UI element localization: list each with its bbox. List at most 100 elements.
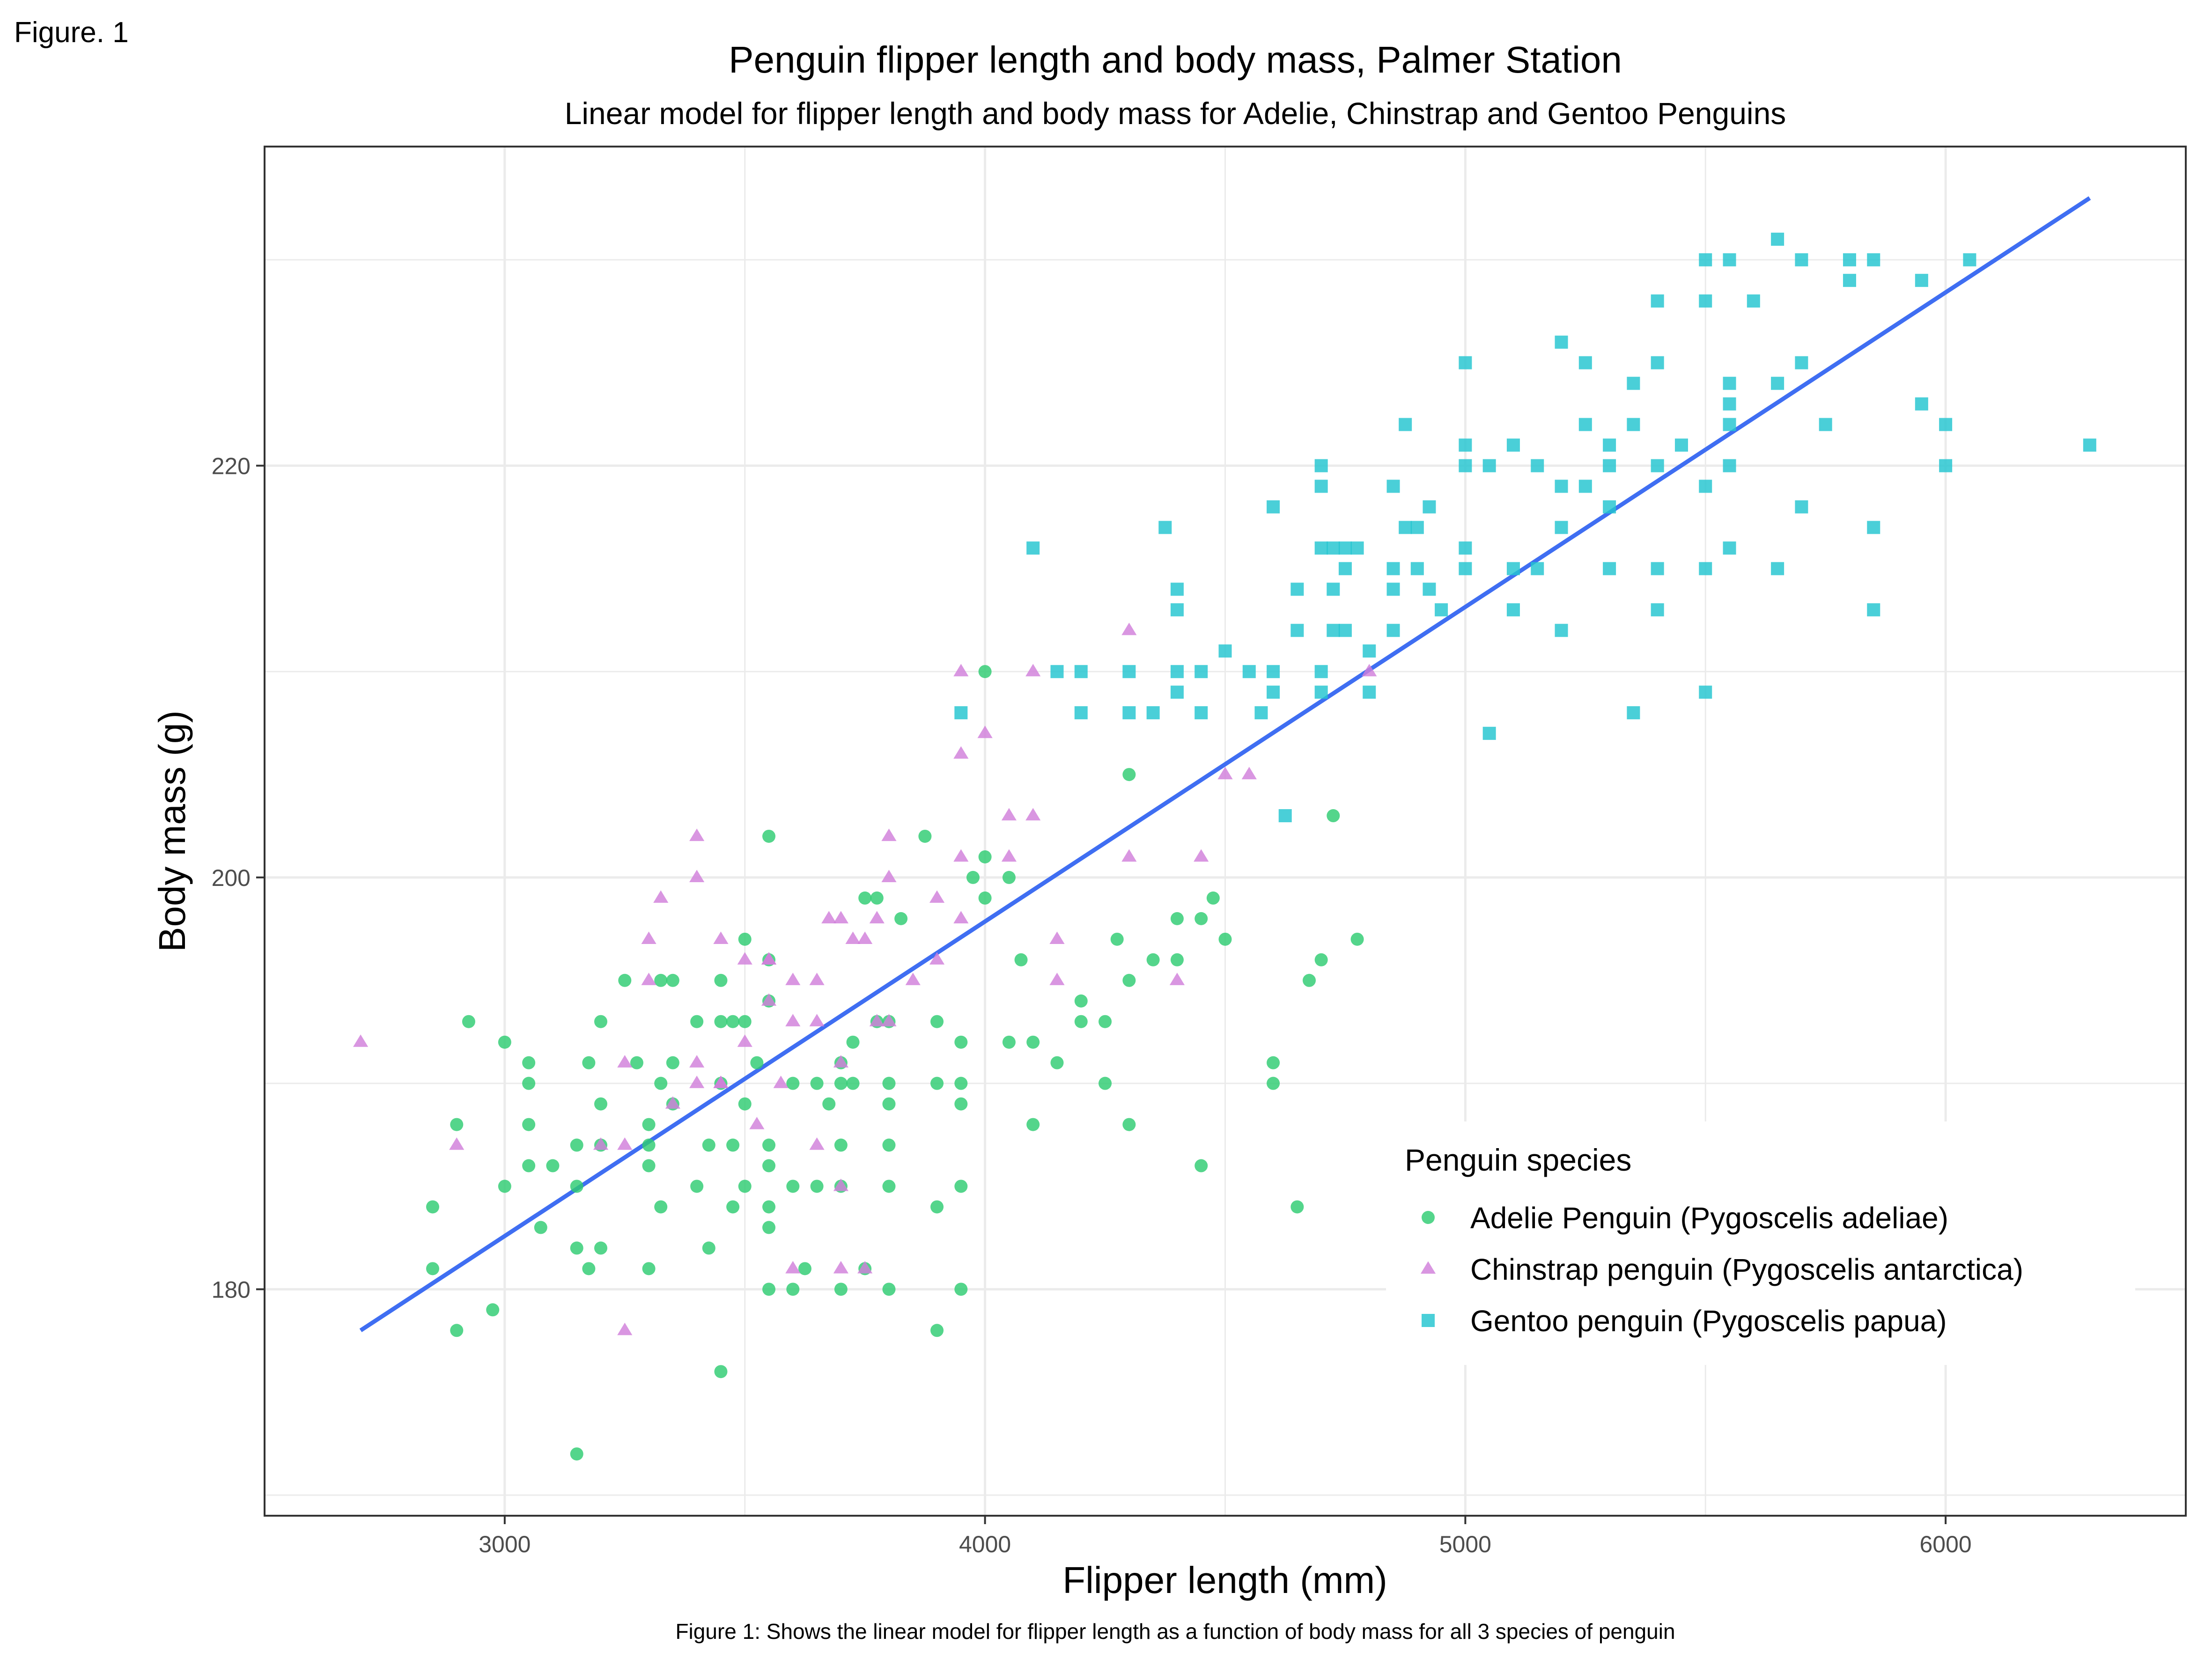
data-point-square <box>1627 706 1640 720</box>
data-point-circle <box>546 1159 560 1172</box>
data-point-triangle <box>1001 808 1017 821</box>
data-point-circle <box>1122 973 1136 987</box>
y-tick-label: 220 <box>212 453 251 479</box>
data-point-triangle <box>1121 849 1137 862</box>
data-point-square <box>1771 562 1784 575</box>
data-point-square <box>1194 665 1208 678</box>
data-point-square <box>1699 562 1712 575</box>
data-point-circle <box>786 1283 800 1296</box>
data-point-square <box>1218 644 1232 658</box>
data-point-square <box>1278 809 1292 823</box>
data-point-square <box>1327 541 1340 555</box>
x-axis: 3000 4000 5000 6000 <box>479 1516 1972 1557</box>
data-point-triangle <box>953 746 969 759</box>
data-point-circle <box>426 1200 440 1214</box>
y-tick-label: 200 <box>212 865 251 891</box>
data-point-triangle <box>929 952 945 965</box>
data-point-circle <box>1194 912 1208 925</box>
data-point-triangle <box>809 1014 825 1026</box>
data-point-triangle <box>953 664 969 677</box>
data-point-triangle <box>1049 931 1065 944</box>
data-point-circle <box>834 1283 848 1296</box>
data-point-square <box>1795 500 1808 514</box>
y-axis-label: Body mass (g) <box>151 710 193 952</box>
data-point-square <box>1651 562 1664 575</box>
data-point-circle <box>930 1077 944 1090</box>
data-point-circle <box>450 1324 464 1337</box>
y-axis: 180 200 220 <box>212 453 265 1303</box>
data-point-triangle <box>449 1137 465 1150</box>
data-point-circle <box>702 1138 715 1152</box>
legend-key-triangle <box>1420 1261 1436 1274</box>
chart-title: Penguin flipper length and body mass, Pa… <box>729 39 1622 81</box>
data-point-square <box>1242 665 1256 678</box>
data-point-triangle <box>833 1055 848 1068</box>
data-point-circle <box>594 1097 608 1111</box>
data-point-triangle <box>821 911 837 923</box>
data-point-triangle <box>1001 849 1017 862</box>
data-point-square <box>1459 459 1472 472</box>
data-point-circle <box>1146 953 1160 966</box>
data-point-circle <box>882 1097 896 1111</box>
data-point-circle <box>930 1324 944 1337</box>
data-point-square <box>1747 294 1760 308</box>
data-point-square <box>1603 562 1616 575</box>
data-point-triangle <box>1025 808 1041 821</box>
data-point-square <box>1627 418 1640 431</box>
data-point-circle <box>594 1015 608 1028</box>
data-point-square <box>1531 562 1544 575</box>
data-point-square <box>1267 686 1280 699</box>
data-point-circle <box>1074 1015 1088 1028</box>
data-point-circle <box>618 973 632 987</box>
data-point-circle <box>1170 912 1184 925</box>
data-point-circle <box>486 1303 500 1317</box>
legend-background <box>1386 1121 2135 1365</box>
data-point-square <box>1386 624 1400 637</box>
legend-label: Chinstrap penguin (Pygoscelis antarctica… <box>1470 1253 2023 1286</box>
data-point-circle <box>1099 1015 1112 1028</box>
data-point-circle <box>1122 1118 1136 1131</box>
data-point-square <box>1482 727 1496 740</box>
data-point-circle <box>762 1283 776 1296</box>
data-point-circle <box>894 912 908 925</box>
data-point-circle <box>762 1138 776 1152</box>
data-point-circle <box>714 973 728 987</box>
data-point-square <box>1459 541 1472 555</box>
data-point-triangle <box>761 993 777 1006</box>
data-point-triangle <box>881 1014 897 1026</box>
data-point-square <box>1314 686 1328 699</box>
x-tick-label: 6000 <box>1920 1531 1972 1557</box>
data-point-circle <box>690 1015 704 1028</box>
data-point-triangle <box>689 828 705 841</box>
data-point-square <box>1723 459 1736 472</box>
data-point-square <box>1459 562 1472 575</box>
data-point-triangle <box>785 1014 801 1026</box>
data-point-square <box>1915 397 1928 411</box>
data-point-circle <box>1290 1200 1304 1214</box>
data-point-square <box>1459 438 1472 452</box>
data-point-square <box>1170 686 1184 699</box>
legend-key-square <box>1422 1314 1435 1327</box>
data-point-triangle <box>845 931 861 944</box>
data-point-circle <box>1110 932 1124 946</box>
data-point-square <box>1651 459 1664 472</box>
data-point-circle <box>1014 953 1028 966</box>
data-point-square <box>1410 562 1424 575</box>
data-point-triangle <box>857 1261 873 1274</box>
data-point-triangle <box>1217 767 1233 780</box>
data-point-circle <box>1050 1056 1064 1069</box>
data-point-square <box>1651 356 1664 369</box>
x-axis-label: Flipper length (mm) <box>1062 1559 1387 1601</box>
data-point-circle <box>738 1015 752 1028</box>
data-point-square <box>1327 624 1340 637</box>
data-point-triangle <box>833 911 848 923</box>
data-point-square <box>1867 521 1880 534</box>
data-point-square <box>1170 665 1184 678</box>
data-point-circle <box>1327 809 1340 823</box>
data-point-circle <box>978 665 992 678</box>
data-point-square <box>1386 479 1400 493</box>
data-point-square <box>1338 624 1352 637</box>
data-point-circle <box>666 1056 679 1069</box>
data-point-circle <box>738 1097 752 1111</box>
data-point-triangle <box>869 911 885 923</box>
